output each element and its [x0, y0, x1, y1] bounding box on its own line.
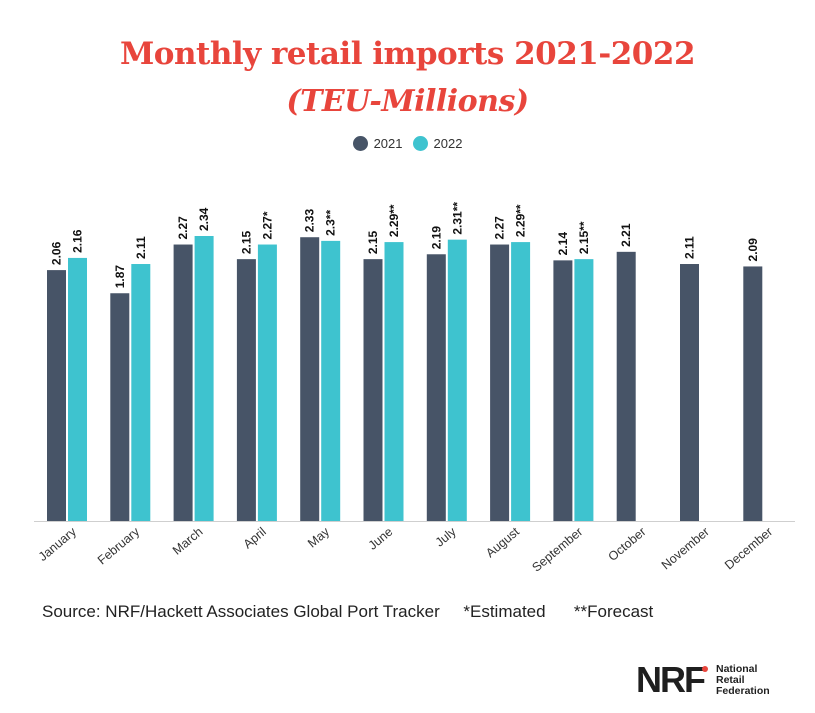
- data-label-2021-january: 2.06: [50, 241, 64, 265]
- bar-2021-march: [173, 244, 193, 521]
- data-label-2022-may: 2.3**: [324, 210, 338, 236]
- x-tick-label-october: October: [606, 525, 649, 564]
- data-label-2021-november: 2.11: [683, 236, 697, 259]
- data-label-2022-february: 2.11: [134, 236, 148, 259]
- x-tick-label-november: November: [659, 525, 712, 573]
- bar-2022-july: [447, 239, 467, 521]
- x-tick-label-april: April: [241, 525, 269, 552]
- bar-2021-january: [47, 270, 66, 521]
- bar-2021-june: [363, 259, 383, 521]
- logo-mark: NRF: [636, 659, 708, 700]
- data-label-2022-january: 2.16: [71, 229, 85, 253]
- bar-2021-february: [110, 293, 130, 521]
- legend-item-2022: 2022: [412, 136, 463, 151]
- logo-line-2: Retail: [716, 673, 745, 686]
- bar-2021-july: [426, 254, 446, 521]
- bar-2021-december: [743, 266, 763, 521]
- bar-2021-august: [490, 244, 510, 521]
- legend-swatch-2021: [352, 136, 368, 151]
- chart-legend: 2021 2022: [0, 136, 815, 151]
- bar-2022-february: [131, 264, 151, 521]
- nrf-logo: NRF National Retail Federation: [636, 662, 770, 698]
- x-tick-label-may: May: [305, 524, 333, 550]
- x-tick-label-august: August: [483, 524, 522, 560]
- x-tick-label-july: July: [433, 524, 460, 549]
- logo-mark-text: NRF: [636, 659, 706, 700]
- data-label-2022-june: 2.29**: [387, 204, 401, 237]
- x-tick-label-june: June: [366, 525, 396, 553]
- x-tick-label-february: February: [95, 524, 143, 567]
- logo-line-1: National: [716, 662, 758, 675]
- bar-2021-may: [300, 237, 320, 521]
- logo-dot: [702, 666, 708, 672]
- data-label-2021-april: 2.15: [239, 230, 253, 254]
- bar-2022-may: [321, 240, 341, 521]
- data-label-2021-march: 2.27: [176, 216, 190, 240]
- legend-swatch-2022: [412, 136, 428, 151]
- x-tick-label-december: December: [722, 525, 775, 573]
- bar-2021-september: [553, 260, 573, 521]
- data-label-2021-june: 2.15: [366, 230, 380, 254]
- data-label-2021-october: 2.21: [619, 223, 633, 247]
- data-label-2021-february: 1.87: [113, 265, 127, 289]
- data-label-2022-september: 2.15**: [577, 221, 591, 254]
- x-tick-label-september: September: [529, 525, 585, 575]
- x-tick-label-march: March: [170, 525, 206, 558]
- legend-label-2022: 2022: [433, 136, 463, 151]
- bar-2022-september: [574, 259, 594, 521]
- data-label-2021-december: 2.09: [746, 238, 760, 262]
- bar-2022-march: [194, 236, 214, 521]
- chart-title: Monthly retail imports 2021-2022: [119, 36, 696, 72]
- bar-2021-november: [680, 264, 699, 521]
- data-label-2022-march: 2.34: [197, 207, 211, 231]
- legend-item-2021: 2021: [352, 136, 403, 151]
- data-label-2021-september: 2.14: [556, 232, 570, 256]
- bar-2021-april: [236, 259, 256, 521]
- bar-2022-august: [511, 242, 531, 522]
- data-label-2022-july: 2.31**: [450, 202, 464, 235]
- logo-line-3: Federation: [716, 684, 770, 697]
- legend-label-2021: 2021: [373, 136, 403, 151]
- chart-subtitle: (TEU-Millions): [286, 84, 529, 119]
- source-note: Source: NRF/Hackett Associates Global Po…: [42, 602, 654, 621]
- data-label-2022-april: 2.27*: [260, 211, 274, 239]
- bar-2022-january: [68, 257, 87, 521]
- logo-text: National Retail Federation: [716, 662, 770, 697]
- bar-2022-april: [257, 244, 277, 521]
- data-label-2022-august: 2.29**: [514, 204, 528, 237]
- bar-2021-october: [616, 251, 636, 522]
- data-label-2021-may: 2.33: [303, 209, 317, 233]
- x-tick-label-january: January: [36, 524, 80, 564]
- data-label-2021-july: 2.19: [429, 226, 443, 250]
- bar-2022-june: [384, 242, 404, 522]
- data-label-2021-august: 2.27: [493, 216, 507, 240]
